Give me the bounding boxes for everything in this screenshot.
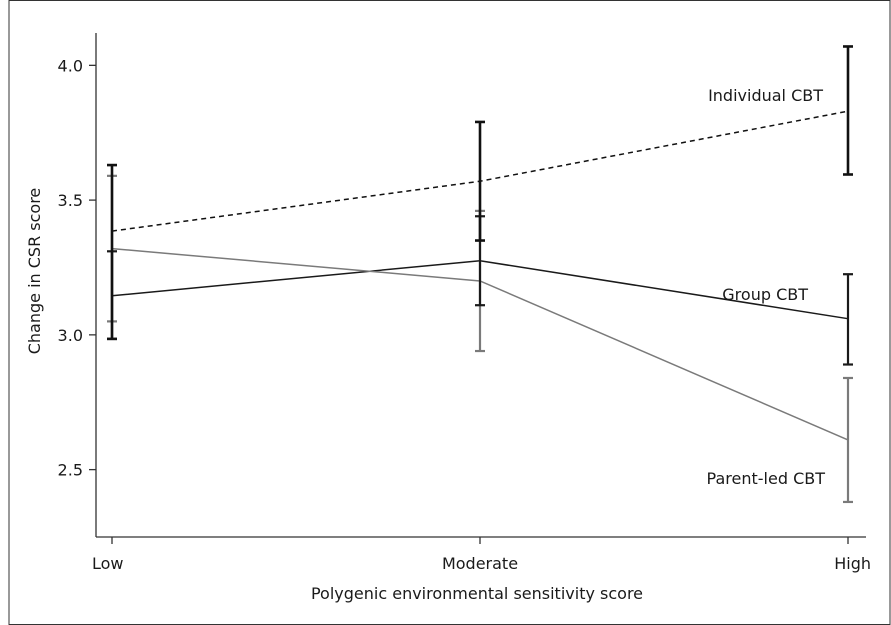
x-axis-label: Polygenic environmental sensitivity scor… [311, 584, 643, 603]
series-label-0: Individual CBT [708, 86, 823, 105]
x-tick-label: High [834, 554, 871, 573]
y-tick-label: 4.0 [58, 56, 83, 75]
series-label-2: Parent-led CBT [707, 469, 826, 488]
y-tick-label: 3.5 [58, 191, 83, 210]
y-axis-label: Change in CSR score [25, 188, 44, 355]
x-tick-label: Moderate [442, 554, 518, 573]
x-tick-label: Low [92, 554, 124, 573]
series-layer: Individual CBT Group CBT Parent-led CBT [107, 45, 853, 504]
series-label-1: Group CBT [722, 285, 808, 304]
y-tick-label: 2.5 [58, 461, 83, 480]
axes: 2.5 3.0 3.5 4.0 Low Moderate High [58, 33, 871, 573]
y-tick-label: 3.0 [58, 326, 83, 345]
